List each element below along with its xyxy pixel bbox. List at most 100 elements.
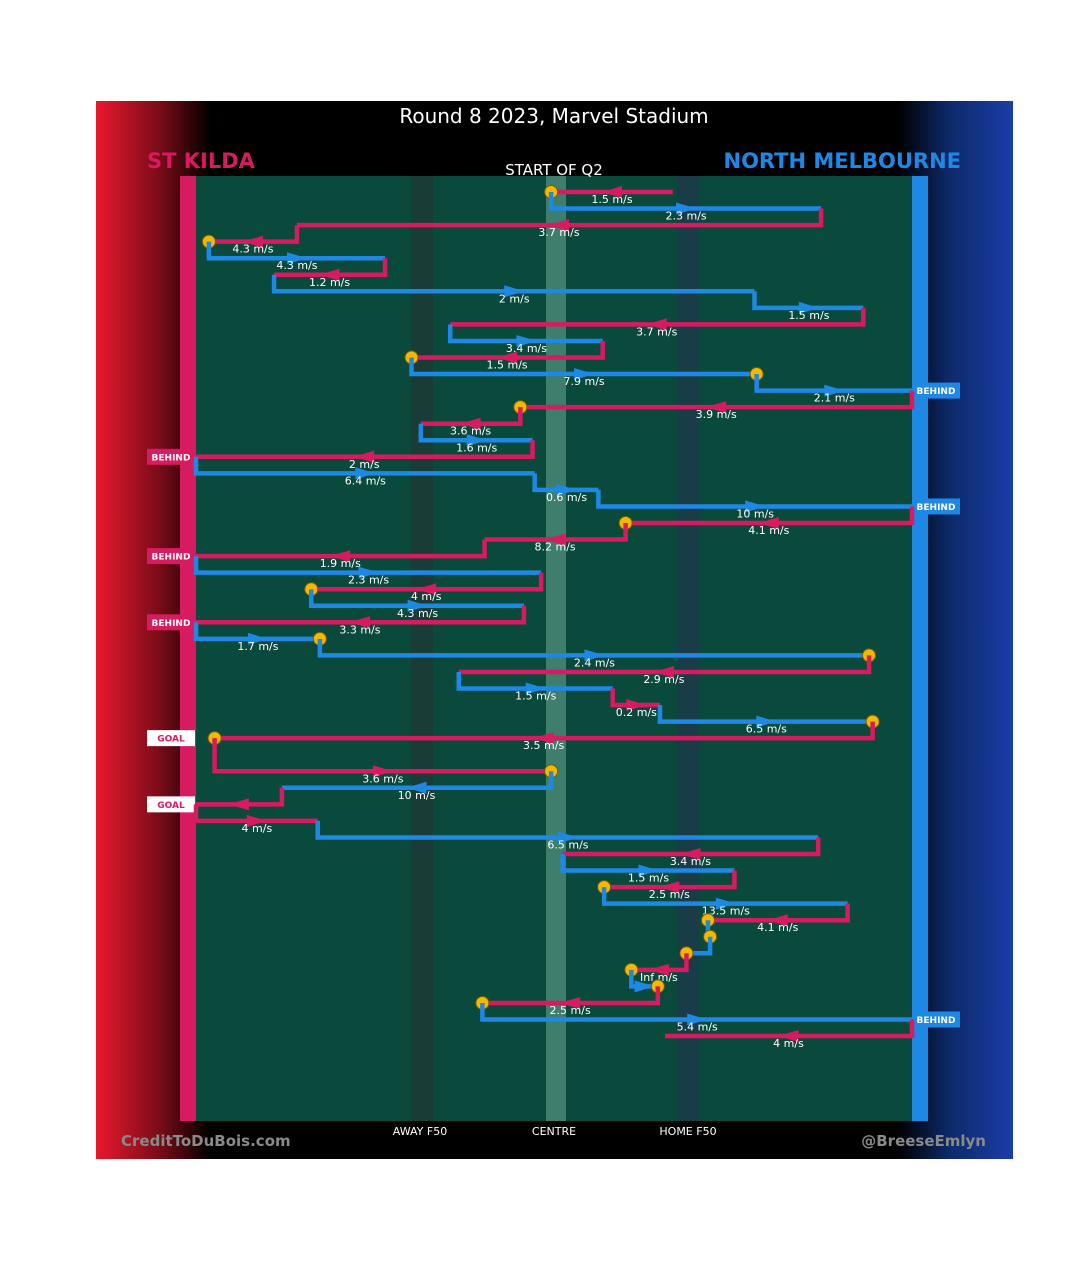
chain-arrow-3 bbox=[549, 219, 570, 232]
chain-segment-18 bbox=[193, 456, 535, 476]
speed-label-3: 3.7 m/s bbox=[538, 226, 579, 239]
chain-arrow-30 bbox=[653, 665, 674, 678]
behind-badge-17 bbox=[147, 448, 195, 465]
chain-arrow-32 bbox=[626, 699, 647, 712]
chain-segment-9 bbox=[450, 307, 866, 327]
speed-label-34: 3.5 m/s bbox=[523, 739, 564, 752]
speed-label-12: 7.9 m/s bbox=[563, 375, 604, 388]
chain-segment-37 bbox=[196, 787, 285, 807]
goal-badge-label-34: GOAL bbox=[157, 735, 185, 745]
chain-arrow-34 bbox=[533, 732, 554, 745]
chain-segment-17 bbox=[196, 440, 535, 460]
chain-arrow-50 bbox=[687, 1013, 708, 1026]
chain-arrow-21 bbox=[758, 517, 779, 529]
chain-segment-26 bbox=[309, 589, 524, 608]
chain-arrow-33 bbox=[756, 715, 777, 728]
chain-arrow-23 bbox=[330, 550, 351, 563]
chain-arrow-41 bbox=[638, 864, 659, 877]
speed-label-49: 2.5 m/s bbox=[550, 1004, 591, 1017]
behind-badge-23 bbox=[147, 548, 195, 565]
chain-segment-31 bbox=[456, 671, 613, 691]
chain-arrow-5 bbox=[286, 252, 307, 265]
chain-arrow-40 bbox=[680, 848, 701, 860]
chain-segment-50 bbox=[480, 1002, 912, 1022]
chain-segment-30 bbox=[458, 655, 872, 675]
north-melbourne-goal-line bbox=[912, 176, 928, 1121]
chain-arrow-19 bbox=[556, 483, 577, 496]
speed-label-6: 1.2 m/s bbox=[309, 276, 350, 289]
behind-badge-50 bbox=[912, 1011, 960, 1028]
speed-label-50: 5.4 m/s bbox=[677, 1021, 718, 1034]
chain-arrow-28 bbox=[247, 632, 268, 645]
speed-label-16: 1.6 m/s bbox=[456, 441, 497, 454]
speed-label-9: 3.7 m/s bbox=[636, 325, 677, 338]
speed-label-44: 4.1 m/s bbox=[757, 921, 798, 934]
speed-label-21: 4.1 m/s bbox=[748, 524, 789, 537]
chain-arrow-17 bbox=[354, 450, 375, 463]
speed-label-28: 1.7 m/s bbox=[237, 640, 278, 653]
speed-label-47: Inf m/s bbox=[640, 971, 678, 984]
chain-segment-12 bbox=[409, 357, 757, 377]
chain-segment-49 bbox=[482, 986, 661, 1006]
chain-segment-51 bbox=[664, 1019, 915, 1039]
chain-segment-6 bbox=[274, 258, 388, 277]
chain-arrow-44 bbox=[767, 914, 788, 927]
chain-arrow-2 bbox=[676, 202, 697, 215]
chain-segment-22 bbox=[484, 523, 628, 542]
behind-badge-label-27: BEHIND bbox=[152, 619, 191, 629]
speed-label-31: 1.5 m/s bbox=[515, 690, 556, 703]
chain-arrow-24 bbox=[358, 566, 379, 579]
chain-segment-35 bbox=[212, 738, 552, 774]
speed-label-23: 1.9 m/s bbox=[320, 557, 361, 570]
speed-label-4: 4.3 m/s bbox=[232, 243, 273, 256]
chain-arrow-25 bbox=[416, 583, 437, 596]
speed-label-19: 0.6 m/s bbox=[546, 491, 587, 504]
speed-label-15: 3.6 m/s bbox=[450, 425, 491, 438]
chain-segment-23 bbox=[196, 539, 487, 559]
chain-segment-19 bbox=[532, 473, 599, 493]
behind-badge-20 bbox=[912, 498, 960, 515]
credit-footer: CreditToDuBois.com bbox=[121, 1132, 291, 1150]
chain-segment-41 bbox=[560, 854, 735, 873]
speed-label-25: 4 m/s bbox=[411, 590, 442, 603]
chain-segment-29 bbox=[317, 638, 870, 658]
chain-segment-43 bbox=[601, 887, 848, 906]
speed-label-17: 2 m/s bbox=[349, 458, 380, 471]
speed-label-8: 1.5 m/s bbox=[788, 309, 829, 322]
speed-label-2: 2.3 m/s bbox=[666, 210, 707, 223]
chain-arrow-16 bbox=[466, 434, 487, 447]
away-f50-band bbox=[411, 176, 433, 1121]
chain-segment-21 bbox=[625, 506, 915, 526]
chain-segment-2 bbox=[548, 192, 822, 211]
chain-segment-13 bbox=[754, 374, 912, 393]
speed-label-11: 1.5 m/s bbox=[487, 359, 528, 372]
chain-segment-10 bbox=[447, 324, 603, 344]
chain-arrow-13 bbox=[824, 384, 845, 397]
chain-arrow-9 bbox=[646, 318, 667, 331]
speed-label-29: 2.4 m/s bbox=[574, 656, 615, 669]
chain-segment-44 bbox=[707, 903, 850, 923]
speed-label-40: 3.4 m/s bbox=[670, 855, 711, 868]
chain-segment-33 bbox=[657, 705, 873, 724]
north-melbourne-team-name: NORTH MELBOURNE bbox=[724, 149, 962, 173]
chain-segment-40 bbox=[562, 837, 821, 857]
chain-segment-8 bbox=[752, 291, 864, 311]
behind-badge-label-50: BEHIND bbox=[917, 1016, 956, 1026]
speed-label-27: 3.3 m/s bbox=[339, 623, 380, 636]
chain-arrow-29 bbox=[584, 649, 605, 662]
goal-badge-label-37: GOAL bbox=[157, 801, 185, 811]
chain-segment-28 bbox=[193, 622, 320, 642]
speed-label-41: 1.5 m/s bbox=[628, 872, 669, 885]
chain-arrow-49 bbox=[560, 996, 581, 1009]
behind-badge-label-20: BEHIND bbox=[917, 503, 956, 513]
chain-segment-15 bbox=[420, 407, 523, 426]
st-kilda-goal-line bbox=[180, 176, 196, 1121]
speed-label-22: 8.2 m/s bbox=[534, 541, 575, 554]
axis-label-home-f50: HOME F50 bbox=[659, 1125, 716, 1138]
speed-label-32: 0.2 m/s bbox=[616, 706, 657, 719]
speed-label-14: 3.9 m/s bbox=[696, 408, 737, 421]
chain-arrow-1 bbox=[601, 186, 622, 198]
speed-label-24: 2.3 m/s bbox=[348, 574, 389, 587]
chain-arrow-38 bbox=[246, 814, 267, 827]
speed-label-43: 13.5 m/s bbox=[702, 905, 750, 918]
